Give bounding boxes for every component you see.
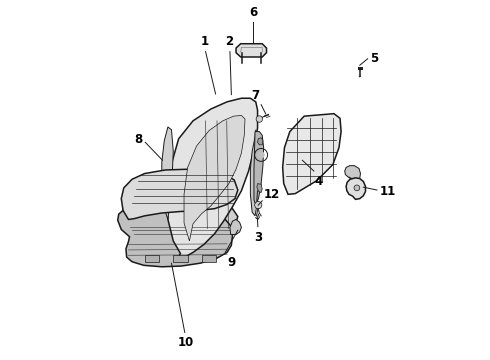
- Polygon shape: [257, 184, 262, 193]
- Circle shape: [255, 202, 262, 209]
- Text: 3: 3: [254, 231, 262, 244]
- Polygon shape: [184, 116, 245, 241]
- Polygon shape: [123, 196, 238, 237]
- Polygon shape: [118, 207, 232, 267]
- Polygon shape: [230, 220, 242, 234]
- Circle shape: [258, 151, 265, 158]
- Polygon shape: [168, 98, 258, 258]
- Text: 5: 5: [370, 51, 378, 64]
- Polygon shape: [122, 169, 238, 220]
- Polygon shape: [202, 255, 216, 262]
- Text: 8: 8: [135, 133, 143, 146]
- Text: 6: 6: [249, 6, 257, 19]
- Polygon shape: [145, 255, 159, 262]
- Text: 4: 4: [315, 175, 323, 188]
- Polygon shape: [250, 130, 259, 216]
- Circle shape: [354, 185, 360, 191]
- Text: 1: 1: [201, 35, 209, 48]
- Text: 9: 9: [227, 256, 235, 269]
- Text: 12: 12: [264, 188, 280, 201]
- Polygon shape: [254, 132, 264, 205]
- Polygon shape: [344, 166, 361, 181]
- Text: 2: 2: [225, 35, 233, 48]
- Polygon shape: [258, 138, 263, 145]
- Polygon shape: [162, 127, 173, 220]
- Text: 7: 7: [251, 89, 259, 102]
- Polygon shape: [346, 178, 366, 199]
- Polygon shape: [236, 44, 267, 57]
- Text: 10: 10: [178, 336, 194, 349]
- Polygon shape: [283, 114, 341, 194]
- Text: 11: 11: [379, 185, 396, 198]
- Polygon shape: [173, 255, 188, 262]
- Circle shape: [256, 116, 263, 122]
